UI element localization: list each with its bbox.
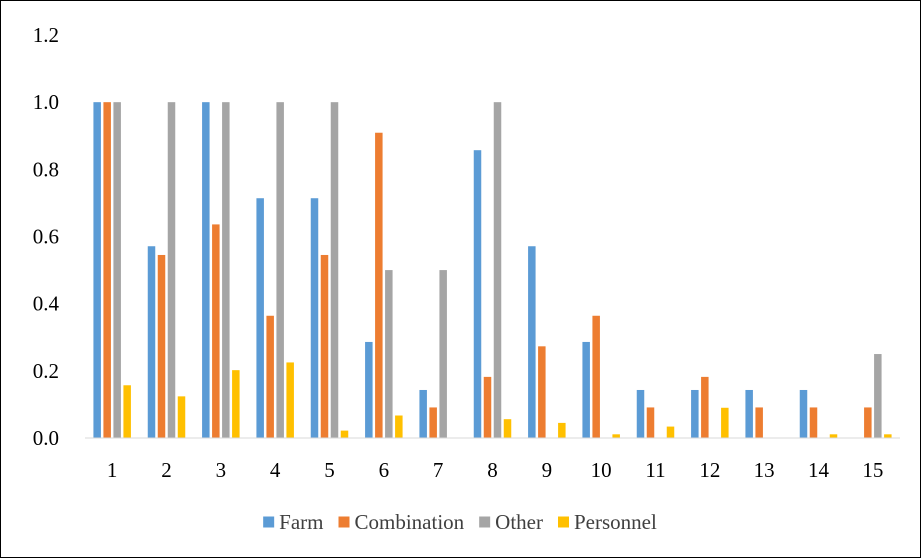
x-axis-ticks: 1 2 3 4 5 6 7 8 9 10 11 12 13 14 15 (107, 458, 883, 482)
legend-item-other: Other (479, 510, 543, 534)
bar-combination-4 (266, 315, 274, 438)
x-tick-label: 2 (161, 458, 172, 482)
x-tick-label: 13 (754, 458, 775, 482)
bar-personnel-15 (884, 434, 892, 438)
bar-other-6 (385, 270, 393, 438)
bar-combination-8 (483, 376, 492, 438)
bar-personnel-1 (123, 385, 131, 438)
legend-label: Farm (279, 510, 323, 534)
bar-other-8 (493, 102, 502, 439)
bar-farm-4 (256, 198, 264, 438)
bar-farm-13 (745, 389, 753, 438)
bar-farm-12 (691, 389, 699, 438)
bar-personnel-9 (558, 422, 566, 438)
bar-personnel-5 (340, 430, 349, 438)
y-tick-label: 0.2 (33, 359, 59, 383)
legend: Farm Combination Other Personnel (263, 510, 657, 534)
bar-combination-11 (646, 407, 655, 438)
bar-other-7 (439, 270, 447, 438)
bar-personnel-10 (612, 434, 620, 438)
x-tick-label: 8 (487, 458, 498, 482)
bar-farm-14 (799, 389, 808, 438)
legend-item-personnel: Personnel (558, 510, 657, 534)
bar-other-4 (276, 102, 284, 439)
legend-swatch (338, 516, 350, 528)
bar-combination-7 (429, 407, 437, 438)
x-tick-label: 10 (591, 458, 612, 482)
bar-combination-2 (157, 254, 166, 438)
bar-other-5 (330, 102, 339, 439)
bar-personnel-8 (503, 419, 512, 438)
bar-personnel-12 (721, 407, 729, 438)
bar-personnel-4 (286, 362, 294, 438)
bar-personnel-2 (177, 396, 186, 438)
y-tick-label: 0.6 (33, 225, 59, 249)
legend-label: Personnel (574, 510, 657, 534)
bar-combination-5 (320, 254, 329, 438)
legend-swatch (479, 516, 491, 528)
bar-other-1 (113, 102, 121, 439)
bar-farm-11 (636, 389, 645, 438)
bar-combination-3 (212, 224, 220, 438)
bar-combination-10 (592, 315, 600, 438)
x-tick-label: 3 (216, 458, 227, 482)
x-tick-label: 4 (270, 458, 281, 482)
legend-swatch (558, 516, 569, 528)
bar-personnel-3 (232, 370, 240, 438)
x-tick-label: 5 (324, 458, 335, 482)
x-tick-label: 11 (645, 458, 665, 482)
bar-personnel-14 (829, 434, 838, 438)
x-tick-label: 12 (699, 458, 720, 482)
x-tick-label: 6 (379, 458, 390, 482)
bar-combination-12 (701, 376, 709, 438)
bar-combination-6 (375, 132, 383, 439)
x-tick-label: 15 (862, 458, 883, 482)
bar-combination-15 (864, 407, 872, 438)
bar-personnel-11 (666, 426, 675, 438)
bar-other-15 (874, 354, 882, 438)
legend-label: Combination (355, 510, 465, 534)
bars (93, 102, 892, 439)
bar-farm-5 (310, 198, 319, 438)
bar-other-2 (167, 102, 176, 439)
legend-label: Other (495, 510, 543, 534)
legend-item-farm: Farm (263, 510, 323, 534)
x-tick-label: 7 (433, 458, 444, 482)
legend-swatch (263, 516, 275, 528)
bar-farm-6 (365, 341, 373, 438)
bar-personnel-6 (395, 415, 403, 438)
bar-combination-1 (103, 102, 111, 439)
legend-item-combination: Combination (338, 510, 465, 534)
bar-other-3 (222, 102, 230, 439)
y-tick-label: 1.0 (33, 90, 59, 114)
x-tick-label: 1 (107, 458, 118, 482)
y-tick-label: 0.8 (33, 157, 59, 181)
bar-farm-3 (202, 102, 210, 439)
bar-combination-14 (809, 407, 818, 438)
y-axis-ticks: 0.0 0.2 0.4 0.6 0.8 1.0 1.2 (33, 23, 60, 450)
bar-farm-10 (582, 341, 590, 438)
y-tick-label: 1.2 (33, 23, 59, 47)
bar-combination-13 (755, 407, 763, 438)
bar-farm-7 (419, 389, 427, 438)
x-tick-label: 9 (542, 458, 553, 482)
bar-farm-9 (528, 246, 536, 438)
x-tick-label: 14 (808, 458, 830, 482)
bar-combination-9 (538, 346, 546, 438)
bar-farm-2 (147, 246, 156, 438)
bar-farm-8 (473, 150, 482, 438)
y-tick-label: 0.4 (33, 292, 60, 316)
bar-farm-1 (93, 102, 101, 439)
y-tick-label: 0.0 (33, 426, 59, 450)
